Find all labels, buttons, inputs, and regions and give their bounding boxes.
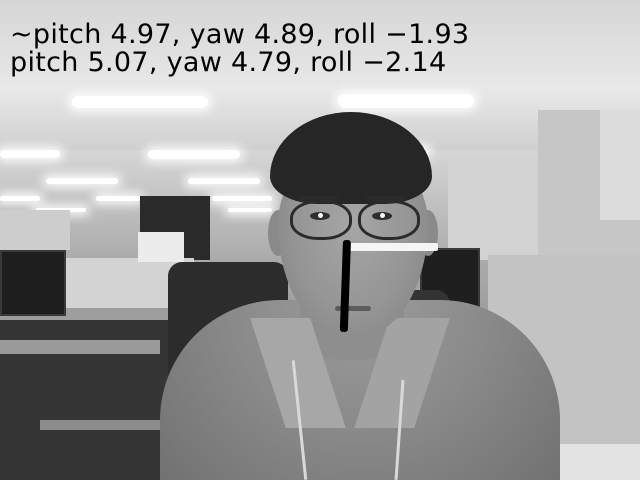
- eyebrow: [298, 196, 338, 202]
- glasses-lens: [358, 200, 420, 240]
- ceiling-light: [0, 196, 40, 201]
- desk-surface: [40, 420, 160, 430]
- ceiling-light: [46, 178, 118, 184]
- ceiling-light: [0, 150, 60, 158]
- eyebrow: [366, 196, 406, 202]
- whiteboard: [138, 232, 184, 262]
- yaw-axis-line: [348, 243, 438, 251]
- background-monitor: [0, 250, 66, 316]
- ceiling-light: [72, 96, 208, 108]
- eye-landmark: [318, 213, 323, 218]
- desk-surface: [0, 340, 160, 354]
- ceiling-light: [338, 94, 474, 108]
- glasses-lens: [290, 200, 352, 240]
- predicted-pose-text: ~pitch 4.97, yaw 4.89, roll −1.93: [10, 19, 470, 50]
- ceiling-light: [228, 208, 272, 212]
- office-pillar: [600, 110, 640, 220]
- mouth: [335, 306, 371, 311]
- ceiling-light: [96, 196, 140, 201]
- reference-pose-text: pitch 5.07, yaw 4.79, roll −2.14: [10, 47, 447, 78]
- ceiling-light: [188, 178, 260, 184]
- office-pillar: [0, 210, 70, 250]
- ceiling-light: [148, 150, 240, 159]
- eye-landmark: [380, 213, 385, 218]
- desk-surface: [556, 444, 640, 480]
- office-pillar: [448, 160, 538, 260]
- ceiling-light: [212, 196, 272, 201]
